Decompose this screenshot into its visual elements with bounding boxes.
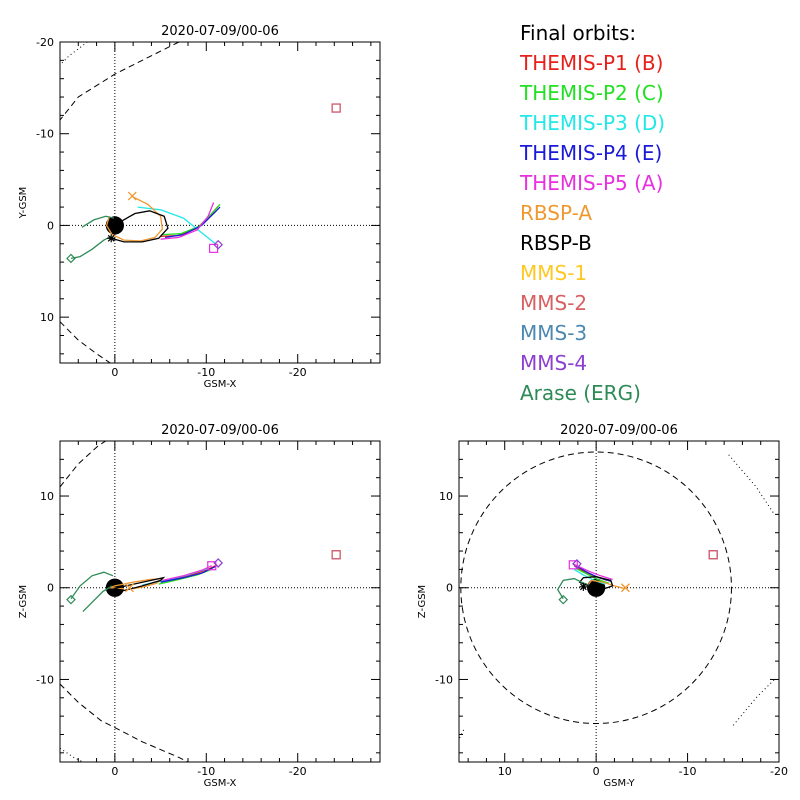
x-marker bbox=[620, 583, 630, 593]
plot-frame bbox=[59, 41, 381, 364]
square-marker bbox=[568, 560, 578, 570]
orbit-line bbox=[81, 215, 115, 228]
y-tick-label: 0 bbox=[47, 219, 54, 232]
x-tick-label: 0 bbox=[593, 765, 600, 778]
y-tick-label: -10 bbox=[36, 128, 54, 141]
orbit-line bbox=[556, 577, 590, 600]
legend-item: MMS-1 bbox=[520, 261, 588, 285]
plot-panel: 2020-07-09/00-06 0 -10 -20 -20 -10 0 10 GSM-X Y-G… bbox=[18, 24, 381, 390]
square-marker bbox=[331, 103, 341, 113]
orbit-line bbox=[588, 579, 626, 590]
legend-item: RBSP-A bbox=[520, 201, 593, 225]
orbit-line bbox=[160, 202, 215, 240]
plot-area bbox=[459, 441, 779, 762]
legend-item: THEMIS-P2 (C) bbox=[520, 81, 664, 105]
magnetopause-curve bbox=[459, 729, 465, 740]
legend-item: THEMIS-P4 (E) bbox=[520, 141, 663, 165]
legend-item: RBSP-B bbox=[520, 231, 592, 255]
asterisk-marker bbox=[579, 582, 588, 591]
plot-area bbox=[60, 42, 380, 363]
y-tick-label: -10 bbox=[435, 673, 453, 686]
magnetopause-curve bbox=[60, 42, 88, 66]
magnetopause-curve bbox=[60, 747, 84, 762]
plot-panel: 2020-07-09/00-06 0 -10 -20 -10 0 10 GSM-X Z-GSM bbox=[18, 423, 381, 789]
magnetopause-curve bbox=[728, 454, 775, 515]
x-tick-label: 0 bbox=[111, 366, 118, 379]
x-tick-label: -20 bbox=[770, 765, 788, 778]
x-marker bbox=[127, 191, 137, 201]
y-tick-label: 0 bbox=[446, 582, 453, 595]
legend-item: THEMIS-P3 (D) bbox=[520, 111, 666, 135]
diamond-marker bbox=[66, 253, 76, 264]
orbit-line bbox=[162, 565, 213, 582]
plot-frame bbox=[59, 440, 381, 763]
bowshock-curve bbox=[60, 321, 111, 363]
orbit-line bbox=[110, 210, 169, 243]
bowshock-curve bbox=[60, 683, 189, 762]
square-marker bbox=[331, 550, 341, 560]
y-tick-label: -20 bbox=[36, 36, 54, 49]
x-axis-label: GSM-X bbox=[204, 379, 237, 390]
diamond-marker bbox=[213, 558, 224, 568]
diamond-marker bbox=[558, 594, 569, 605]
legend-item: MMS-2 bbox=[520, 291, 588, 315]
orbit-line bbox=[82, 585, 113, 613]
magnetopause-curve bbox=[732, 679, 775, 726]
bowshock-curve bbox=[60, 441, 106, 488]
x-tick-label: -20 bbox=[289, 366, 307, 379]
x-tick-label: 10 bbox=[498, 765, 512, 778]
square-marker bbox=[708, 550, 718, 560]
plot-title: 2020-07-09/00-06 bbox=[161, 24, 279, 39]
legend-item: MMS-4 bbox=[520, 351, 588, 375]
y-tick-label: 10 bbox=[40, 311, 54, 324]
diamond-marker bbox=[213, 239, 224, 250]
orbit-line bbox=[70, 235, 112, 260]
x-axis-label: GSM-X bbox=[204, 778, 237, 789]
diamond-marker bbox=[572, 559, 582, 569]
y-tick-label: 10 bbox=[439, 490, 453, 503]
orbit-line bbox=[165, 206, 221, 239]
x-tick-label: -10 bbox=[197, 765, 215, 778]
plot-title: 2020-07-09/00-06 bbox=[560, 423, 678, 438]
y-tick-label: 10 bbox=[40, 490, 54, 503]
y-axis-label: Z-GSM bbox=[417, 585, 428, 618]
square-marker bbox=[331, 103, 341, 113]
y-axis-label: Y-GSM bbox=[18, 187, 29, 220]
y-tick-label: 0 bbox=[47, 582, 54, 595]
plot-title: 2020-07-09/00-06 bbox=[161, 423, 279, 438]
legend-items: THEMIS-P1 (B) THEMIS-P2 (C) THEMIS-P3 (D) T… bbox=[520, 48, 665, 408]
diamond-marker bbox=[66, 594, 76, 605]
legend-item: MMS-3 bbox=[520, 321, 588, 345]
orbit-legend: Final orbits: THEMIS-P1 (B) THEMIS-P2 (C)… bbox=[520, 18, 665, 408]
asterisk-marker bbox=[107, 234, 116, 243]
square-marker bbox=[331, 550, 341, 560]
legend-item: Arase (ERG) bbox=[520, 381, 641, 405]
square-marker bbox=[209, 243, 219, 253]
x-axis-label: GSM-Y bbox=[603, 778, 635, 789]
plot-panel: 2020-07-09/00-06 10 0 -10 -20 -10 0 10 GSM-Y Z-GS… bbox=[417, 423, 788, 789]
square-marker bbox=[708, 550, 718, 560]
y-axis-label: Z-GSM bbox=[18, 585, 29, 618]
x-tick-label: 0 bbox=[111, 765, 118, 778]
y-tick-label: -10 bbox=[36, 673, 54, 686]
orbit-line bbox=[105, 195, 164, 242]
legend-title: Final orbits: bbox=[520, 21, 637, 45]
x-marker bbox=[125, 583, 134, 593]
x-tick-label: -20 bbox=[289, 765, 307, 778]
bowshock-curve bbox=[60, 42, 180, 130]
x-tick-label: -10 bbox=[679, 765, 697, 778]
legend-item: THEMIS-P1 (B) bbox=[520, 51, 664, 75]
x-tick-label: -10 bbox=[197, 366, 215, 379]
square-marker bbox=[207, 561, 217, 571]
plot-area bbox=[60, 441, 380, 762]
legend-item: THEMIS-P5 (A) bbox=[520, 171, 664, 195]
orbit-line bbox=[70, 571, 114, 600]
plot-frame bbox=[458, 440, 780, 763]
